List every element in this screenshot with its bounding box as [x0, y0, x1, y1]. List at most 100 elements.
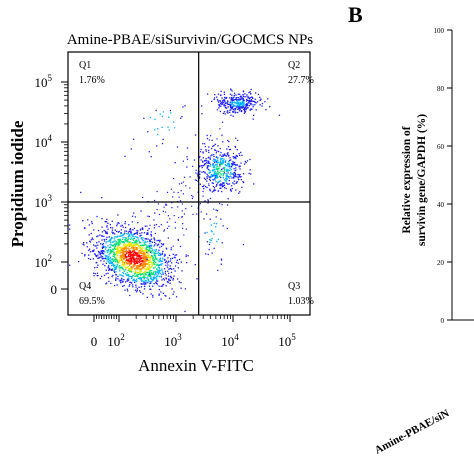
- event-dot: [224, 101, 226, 103]
- event-dot: [149, 263, 151, 266]
- event-dot: [117, 250, 119, 252]
- event-dot: [134, 232, 137, 235]
- event-dot: [133, 261, 135, 263]
- event-dot: [207, 149, 210, 152]
- event-dot: [95, 255, 98, 257]
- event-dot: [140, 228, 142, 230]
- event-dot: [142, 261, 144, 263]
- event-dot: [119, 265, 121, 267]
- event-dot: [197, 191, 199, 193]
- event-dot: [105, 247, 107, 249]
- event-dot: [242, 243, 245, 246]
- event-dot: [115, 279, 117, 281]
- event-dot: [106, 258, 108, 260]
- event-dot: [138, 250, 140, 252]
- event-dot: [221, 103, 223, 105]
- event-dot: [220, 172, 222, 175]
- event-dot: [168, 129, 170, 131]
- event-dot: [133, 279, 135, 281]
- event-dot: [128, 235, 130, 237]
- event-dot: [223, 105, 226, 107]
- event-dot: [236, 164, 239, 166]
- event-dot: [238, 175, 241, 177]
- event-dot: [129, 257, 132, 260]
- event-dot: [233, 163, 235, 165]
- event-dot: [111, 227, 114, 229]
- event-dot: [205, 149, 207, 151]
- event-dot: [155, 274, 157, 276]
- event-dot: [231, 108, 233, 110]
- event-dot: [179, 245, 182, 248]
- event-dot: [100, 260, 102, 262]
- event-dot: [106, 250, 108, 252]
- event-dot: [245, 109, 247, 111]
- x-tick-exponent: 2: [120, 332, 125, 342]
- event-dot: [205, 158, 207, 160]
- event-dot: [211, 231, 213, 233]
- event-dot: [221, 190, 223, 193]
- event-dot: [130, 281, 132, 284]
- event-dot: [226, 164, 229, 166]
- event-dot: [254, 98, 256, 100]
- event-dot: [152, 278, 154, 281]
- event-dot: [109, 262, 111, 264]
- event-dot: [140, 264, 143, 267]
- event-dot: [204, 146, 206, 148]
- event-dot: [121, 254, 123, 256]
- event-dot: [141, 244, 143, 246]
- event-dot: [215, 175, 217, 177]
- event-dot: [127, 247, 129, 249]
- event-dot: [149, 116, 151, 119]
- event-dot: [141, 283, 143, 285]
- event-dot: [143, 278, 145, 280]
- event-dot: [139, 256, 141, 258]
- event-dot: [218, 150, 220, 153]
- event-dot: [94, 273, 96, 275]
- quadrant-percent: 1.03%: [288, 296, 314, 307]
- event-dot: [206, 180, 208, 182]
- event-dot: [80, 191, 82, 194]
- event-dot: [235, 107, 237, 110]
- event-dot: [129, 235, 131, 237]
- event-dot: [215, 161, 217, 163]
- event-dot: [131, 258, 133, 260]
- event-dot: [232, 182, 234, 184]
- event-dot: [139, 263, 141, 266]
- event-dot: [154, 212, 156, 214]
- event-dot: [159, 264, 161, 266]
- event-dot: [142, 249, 144, 252]
- event-dot: [216, 150, 218, 152]
- event-dot: [139, 246, 141, 248]
- y-axis-label: Propidium iodide: [8, 120, 27, 247]
- event-dot: [115, 243, 118, 246]
- event-dot: [125, 253, 127, 256]
- event-dot: [154, 199, 156, 202]
- event-dot: [97, 229, 100, 232]
- event-dot: [201, 105, 203, 107]
- event-dot: [260, 98, 262, 100]
- event-dot: [232, 101, 234, 104]
- event-dot: [91, 237, 93, 239]
- event-dot: [237, 111, 239, 114]
- event-dot: [235, 137, 237, 139]
- event-dot: [150, 255, 153, 257]
- event-dot: [185, 255, 187, 258]
- event-dot: [107, 245, 109, 247]
- event-dot: [106, 260, 108, 262]
- event-dot: [156, 283, 158, 285]
- event-dot: [181, 203, 183, 205]
- event-dot: [239, 176, 241, 178]
- event-dot: [231, 173, 234, 175]
- event-dot: [96, 235, 98, 238]
- event-dot: [140, 238, 143, 240]
- event-dot: [69, 228, 71, 230]
- event-dot: [145, 247, 147, 250]
- quadrant-name: Q2: [288, 60, 300, 71]
- event-dot: [142, 266, 145, 268]
- event-dot: [151, 255, 154, 258]
- event-dot: [222, 99, 224, 101]
- event-dot: [205, 150, 207, 152]
- event-dot: [119, 274, 121, 276]
- event-dot: [169, 265, 171, 267]
- event-dot: [123, 279, 125, 281]
